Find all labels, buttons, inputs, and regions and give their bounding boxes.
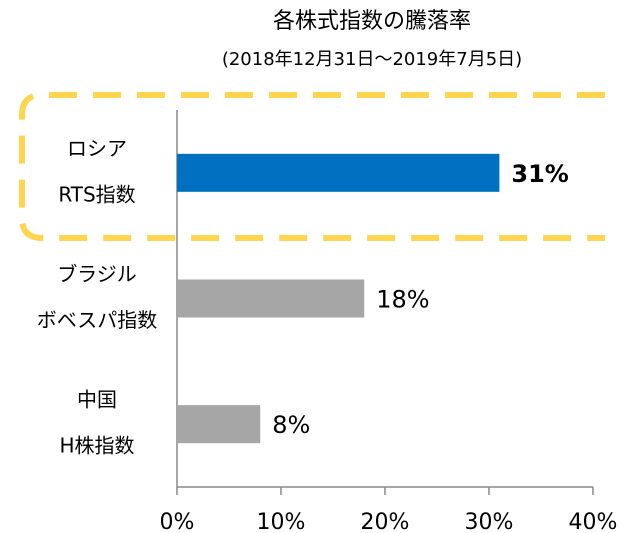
bar bbox=[177, 405, 261, 444]
value-label: 31% bbox=[511, 160, 568, 188]
value-label: 18% bbox=[376, 286, 429, 314]
bar bbox=[177, 279, 365, 318]
highlight-box bbox=[19, 92, 605, 241]
x-tick-label: 20% bbox=[361, 510, 410, 533]
y-tick-label: ボベスパ指数 bbox=[37, 308, 157, 332]
y-tick-label: ブラジル bbox=[57, 262, 137, 286]
x-tick-label: 10% bbox=[257, 510, 306, 533]
y-tick-label: ロシア bbox=[67, 136, 127, 160]
x-tick-label: 40% bbox=[569, 510, 618, 533]
y-tick-label: 中国 bbox=[77, 388, 117, 412]
bar bbox=[177, 153, 500, 192]
y-tick-label: RTS指数 bbox=[58, 182, 135, 206]
chart-subtitle: (2018年12月31日～2019年7月5日) bbox=[222, 49, 522, 70]
x-tick-label: 0% bbox=[160, 510, 195, 533]
y-tick-label: H株指数 bbox=[59, 434, 134, 458]
x-tick-label: 30% bbox=[465, 510, 514, 533]
value-label: 8% bbox=[272, 411, 310, 439]
chart-title: 各株式指数の騰落率 bbox=[273, 9, 471, 34]
